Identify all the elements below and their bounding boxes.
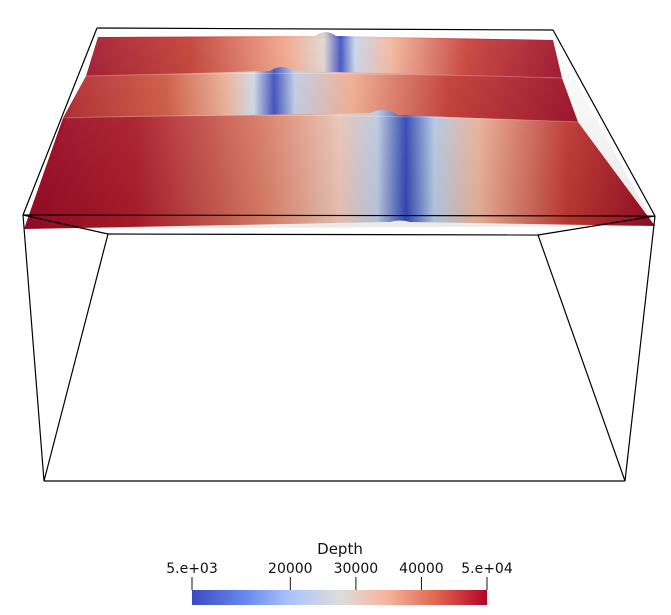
legend-color-bar [192, 590, 487, 605]
bounding-box-front [22, 214, 656, 482]
legend-tick-label-30000: 30000 [334, 561, 379, 577]
depth-surface[interactable] [24, 32, 655, 229]
bounding-box-back [22, 27, 656, 217]
scalar-bar-legend: Depth 5.e+03 20000 30000 40000 5.e+04 [166, 540, 513, 605]
surface-shade [24, 37, 655, 229]
surface-crease-1 [85, 72, 563, 79]
legend-title: Depth [317, 540, 363, 558]
legend-tick-label-20000: 20000 [268, 561, 313, 577]
surface-crease-2 [62, 114, 579, 123]
legend-tick-label-40000: 40000 [399, 561, 444, 577]
legend-tick-label-max: 5.e+04 [461, 561, 513, 577]
legend-ticks: 5.e+03 20000 30000 40000 5.e+04 [166, 561, 513, 590]
legend-tick-label-min: 5.e+03 [166, 561, 218, 577]
